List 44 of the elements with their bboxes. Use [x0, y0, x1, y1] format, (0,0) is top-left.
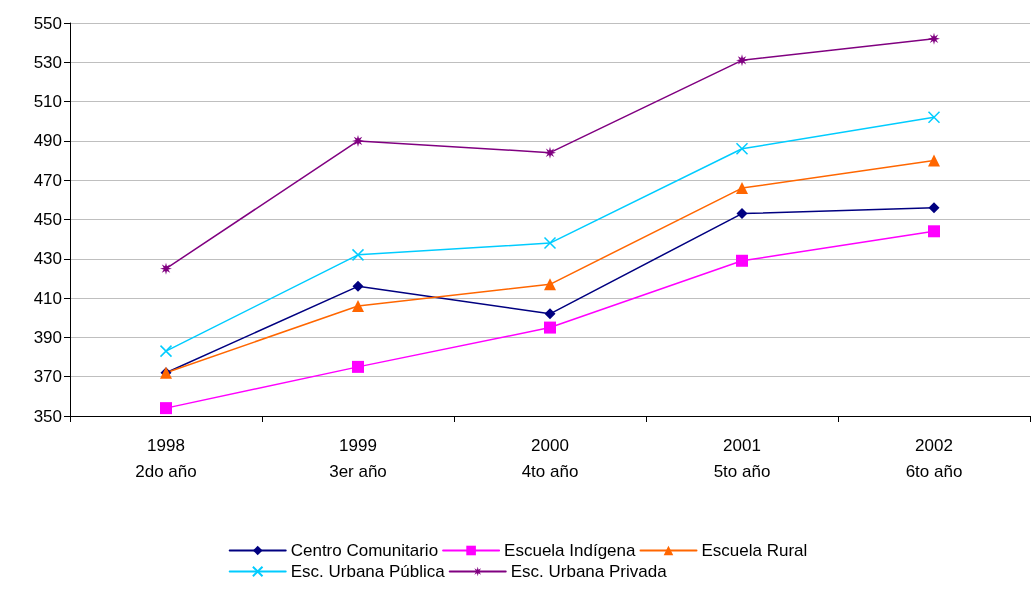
- point: [352, 280, 364, 292]
- point: [352, 134, 364, 147]
- x-tick-label: 2000 4to año: [521, 435, 579, 481]
- point: [544, 278, 556, 291]
- point: [928, 225, 940, 238]
- point: [928, 202, 940, 214]
- point: [927, 111, 941, 124]
- x-tick-label: 1998 2do año: [135, 435, 197, 481]
- x-tick-label: 1999 3er año: [329, 435, 387, 481]
- legend-label: Escuela Indígena: [504, 541, 637, 560]
- y-tick-label: 510: [33, 92, 62, 112]
- y-tick-label: 470: [33, 170, 62, 190]
- point: [352, 299, 364, 312]
- point: [544, 146, 556, 159]
- y-tick-label: 390: [33, 327, 62, 347]
- legend-label: Esc. Urbana Privada: [510, 562, 668, 581]
- y-tick-label: 350: [33, 406, 62, 426]
- point: [352, 360, 364, 373]
- point: [543, 236, 557, 250]
- point: [544, 321, 556, 334]
- point: [928, 32, 940, 45]
- point: [159, 344, 173, 358]
- x-tick-label: 2001 5to año: [713, 435, 771, 481]
- y-tick-label: 430: [33, 249, 62, 269]
- legend-label: Escuela Rural: [701, 541, 808, 560]
- point: [736, 208, 748, 220]
- legend-label: Esc. Urbana Pública: [290, 562, 446, 581]
- y-tick-label: 490: [33, 131, 62, 151]
- x-tick-label: 2002 6to año: [905, 435, 963, 481]
- point: [736, 182, 748, 195]
- y-tick-label: 450: [33, 210, 62, 229]
- legend-label: Centro Comunitario: [290, 541, 439, 560]
- point: [544, 308, 556, 320]
- point: [160, 402, 172, 415]
- point: [735, 142, 749, 156]
- point: [928, 154, 940, 167]
- point: [736, 254, 748, 267]
- y-tick-label: 550: [33, 13, 62, 33]
- y-tick-label: 530: [33, 52, 62, 72]
- y-tick-label: 370: [33, 367, 62, 387]
- point: [736, 54, 748, 67]
- y-tick-label: 410: [33, 288, 62, 308]
- point: [160, 262, 172, 275]
- point: [351, 248, 365, 262]
